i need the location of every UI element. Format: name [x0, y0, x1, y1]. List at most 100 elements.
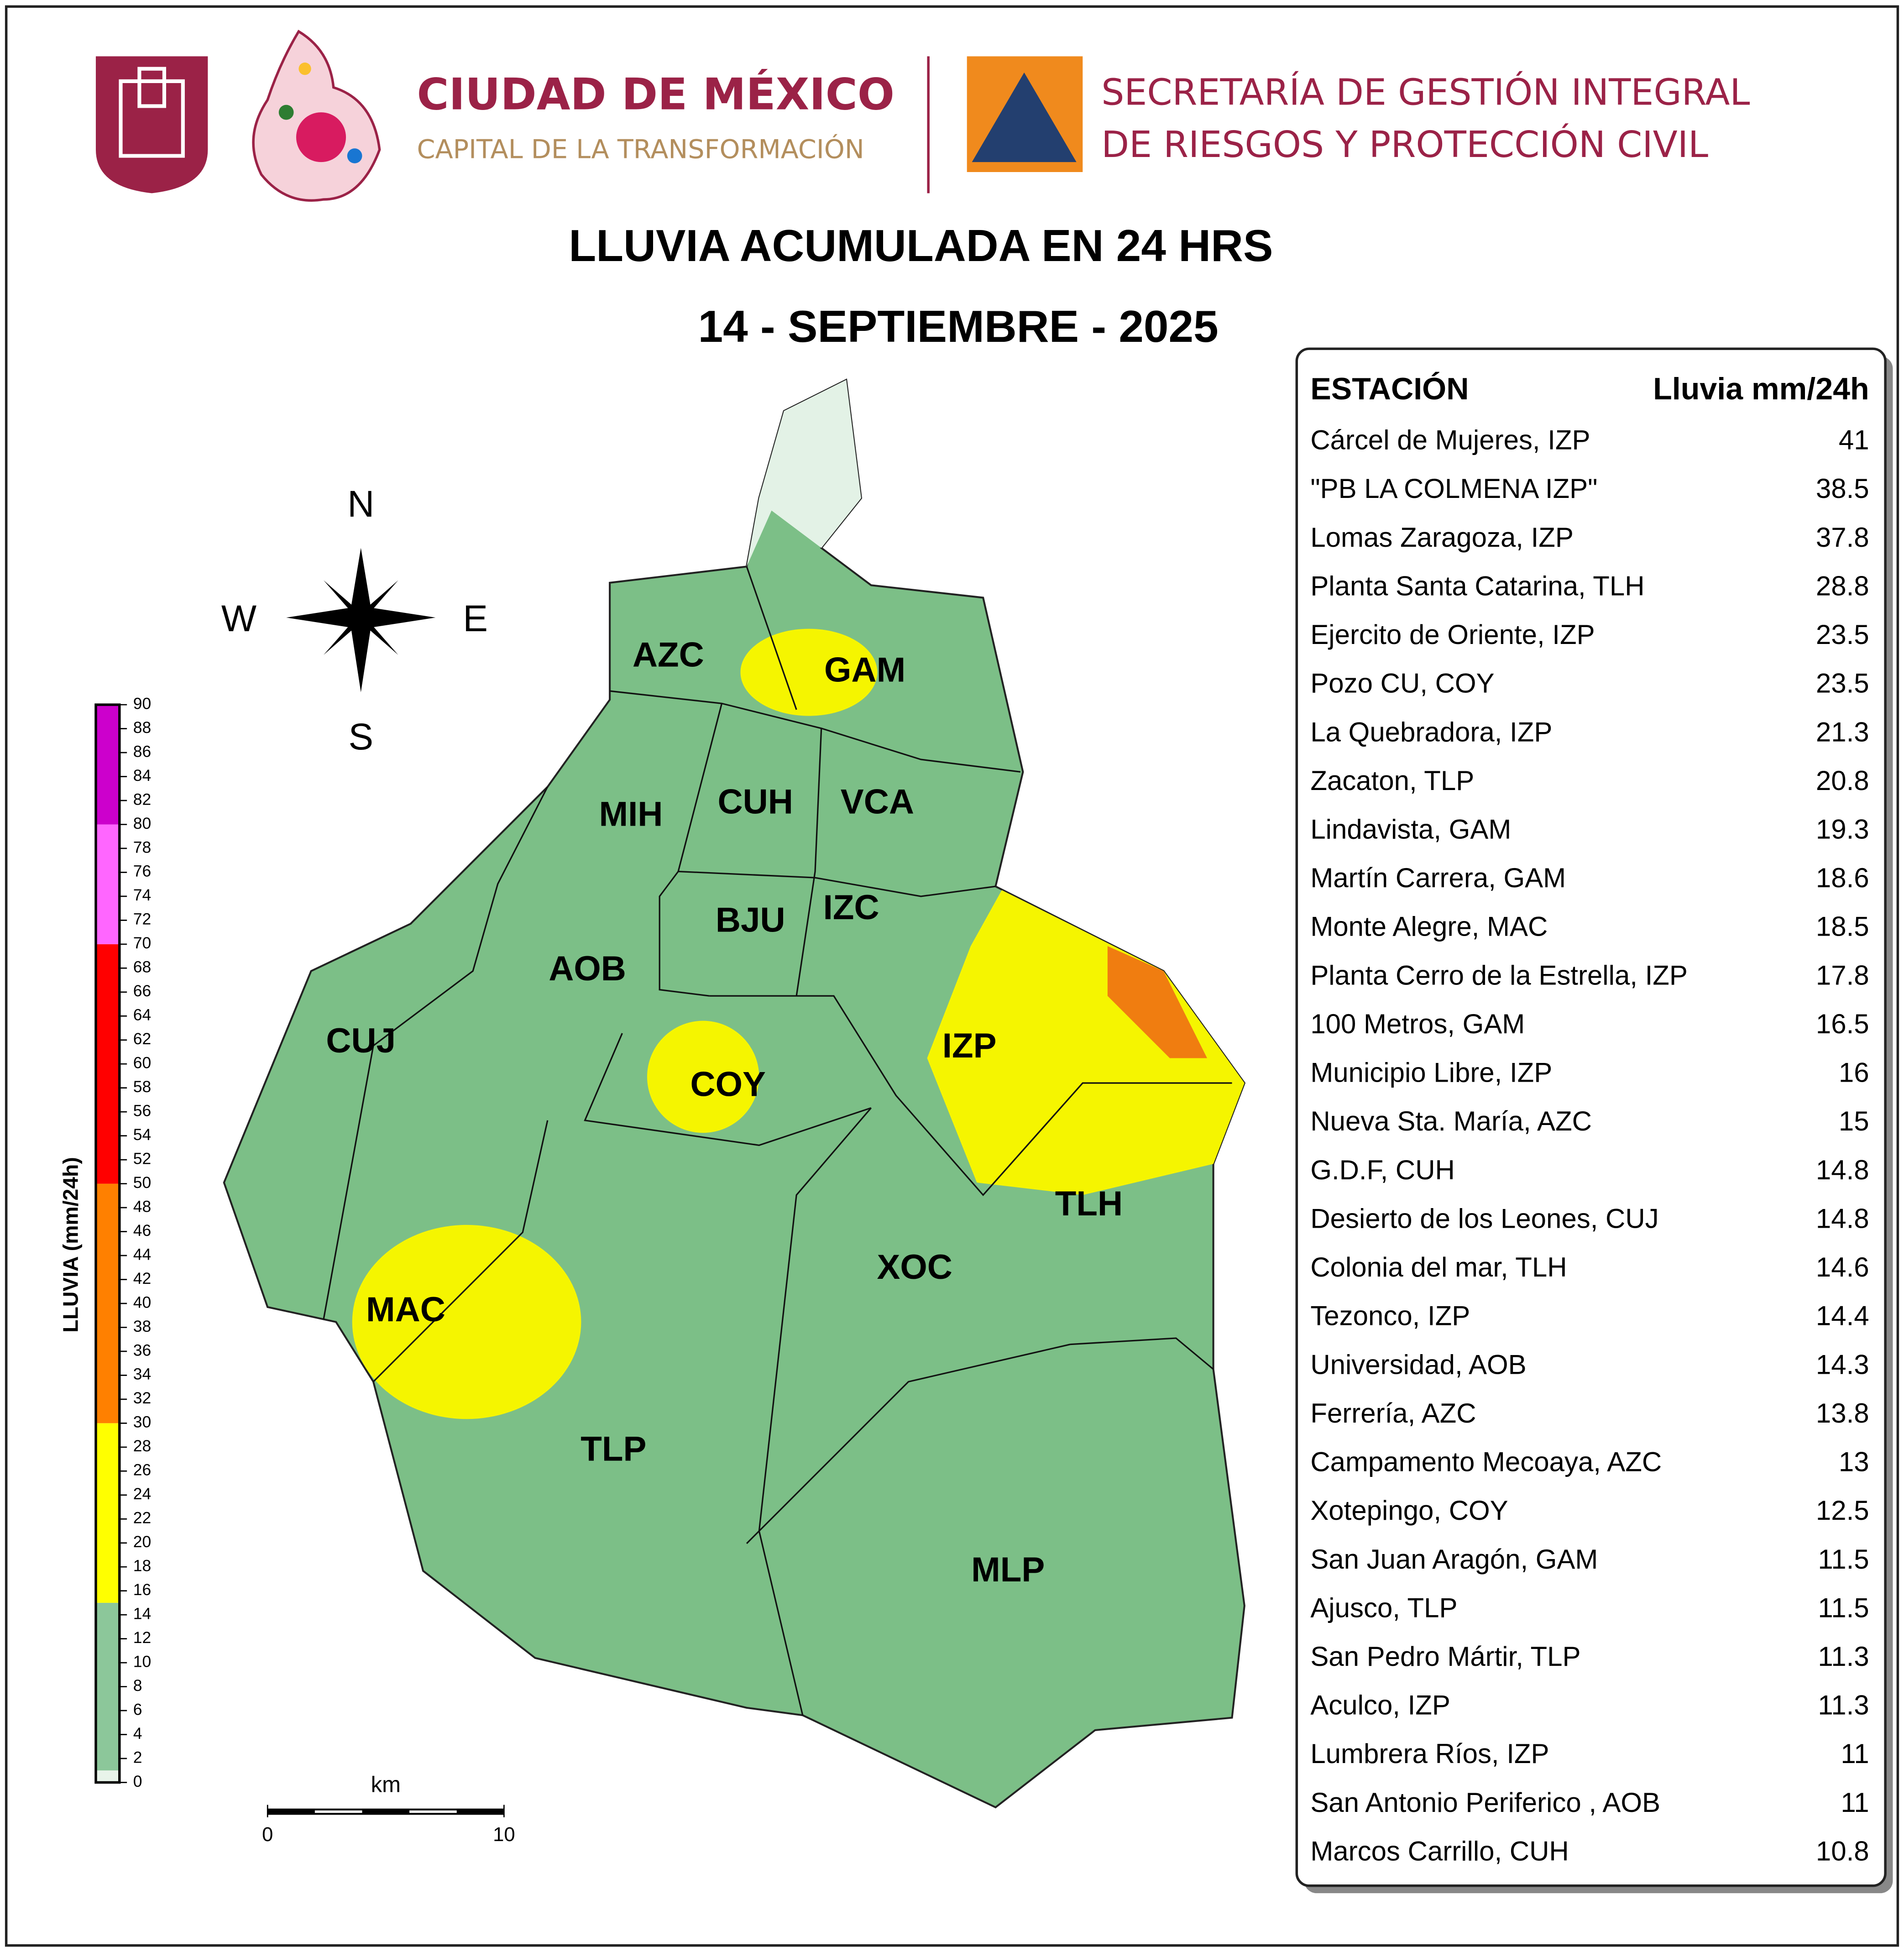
legend-tick-label: 18	[133, 1557, 151, 1575]
color-legend: 0246810121416182022242628303234363840424…	[94, 694, 151, 1790]
station-name: Campamento Mecoaya, AZC	[1310, 1447, 1662, 1477]
legend-band	[95, 944, 120, 1184]
station-value: 16.5	[1816, 1009, 1869, 1039]
legend-tick-label: 54	[133, 1125, 151, 1144]
logo-map	[252, 30, 381, 202]
station-value: 18.6	[1816, 863, 1869, 893]
station-value: 20.8	[1816, 765, 1869, 796]
station-value: 14.8	[1816, 1155, 1869, 1185]
compass-label: E	[463, 598, 488, 639]
compass-label: N	[347, 483, 374, 525]
station-value: 13.8	[1816, 1398, 1869, 1429]
station-value: 14.4	[1816, 1301, 1869, 1331]
legend-tick-label: 74	[133, 886, 151, 904]
borough-label: VCA	[841, 782, 914, 821]
legend-tick-label: 80	[133, 814, 151, 832]
station-name: Ejercito de Oriente, IZP	[1310, 619, 1595, 650]
borough-label: COY	[690, 1065, 765, 1104]
station-name: San Pedro Mártir, TLP	[1310, 1641, 1580, 1672]
scale-bar: 0 10	[262, 1805, 515, 1846]
legend-tick-label: 52	[133, 1149, 151, 1167]
legend-frame	[94, 703, 121, 1784]
station-value: 14.8	[1816, 1203, 1869, 1234]
borough-label: TLH	[1055, 1184, 1123, 1223]
legend-tick-label: 32	[133, 1389, 151, 1407]
legend-tick-label: 72	[133, 910, 151, 928]
station-value: 23.5	[1816, 619, 1869, 650]
borough-label: MLP	[971, 1550, 1045, 1589]
table-header: Lluvia mm/24h	[1653, 372, 1869, 406]
borough-label: BJU	[716, 900, 785, 939]
legend-tick-label: 84	[133, 766, 151, 785]
legend-tick-label: 36	[133, 1341, 151, 1359]
legend-tick-label: 58	[133, 1078, 151, 1096]
station-name: Lomas Zaragoza, IZP	[1310, 522, 1574, 553]
legend-tick-label: 56	[133, 1102, 151, 1120]
station-value: 12.5	[1816, 1495, 1869, 1526]
compass-label: W	[221, 598, 256, 639]
compass-rose	[286, 548, 436, 692]
scale-bar-body	[267, 1808, 504, 1815]
legend-tick-label: 40	[133, 1293, 151, 1311]
station-value: 14.3	[1816, 1349, 1869, 1380]
borough-labels: AZC GAM MIH CUH VCA BJU IZC AOB CUJ IZP COY TLH XOC M…	[326, 636, 1123, 1589]
legend-tick-label: 46	[133, 1221, 151, 1240]
legend-tick-label: 66	[133, 982, 151, 1000]
legend-tick-label: 78	[133, 838, 151, 856]
legend-tick-label: 6	[133, 1700, 142, 1718]
station-value: 23.5	[1816, 668, 1869, 699]
station-name: Cárcel de Mujeres, IZP	[1310, 425, 1590, 455]
legend-tick-label: 88	[133, 718, 151, 737]
borough-label: AOB	[549, 949, 626, 988]
legend-tick-label: 42	[133, 1269, 151, 1287]
borough-label: IZP	[942, 1026, 997, 1065]
scale-bar-segment	[409, 1810, 457, 1813]
station-value: 38.5	[1816, 473, 1869, 504]
logo-protection	[967, 56, 1083, 172]
scale-tick-label: 10	[493, 1824, 515, 1846]
borough-label: MIH	[599, 795, 663, 834]
legend-tick-label: 68	[133, 958, 151, 976]
station-name: Tezonco, IZP	[1310, 1301, 1470, 1331]
station-value: 10.8	[1816, 1836, 1869, 1866]
borough-label: GAM	[824, 650, 905, 689]
legend-tick-label: 48	[133, 1197, 151, 1215]
legend-band	[95, 1423, 120, 1603]
legend-tick-label: 14	[133, 1604, 151, 1622]
station-name: Ajusco, TLP	[1310, 1592, 1457, 1623]
station-value: 17.8	[1816, 960, 1869, 990]
station-value: 13	[1839, 1447, 1869, 1477]
station-name: Planta Cerro de la Estrella, IZP	[1310, 960, 1688, 990]
legend-tick-label: 8	[133, 1676, 142, 1695]
table-rows: Cárcel de Mujeres, IZP 41 "PB LA COLMENA I…	[1310, 425, 1869, 1867]
station-name: Pozo CU, COY	[1310, 668, 1494, 699]
borough-label: TLP	[581, 1429, 646, 1468]
legend-tick-label: 12	[133, 1628, 151, 1647]
station-name: G.D.F, CUH	[1310, 1155, 1455, 1185]
station-value: 28.8	[1816, 570, 1869, 601]
legend-tick-label: 76	[133, 862, 151, 880]
legend-tick-label: 44	[133, 1245, 151, 1263]
legend-tick-label: 28	[133, 1437, 151, 1455]
station-name: Lindavista, GAM	[1310, 814, 1511, 844]
scale-tick-label: 0	[262, 1824, 273, 1846]
legend-tick-label: 86	[133, 742, 151, 760]
city-name: CIUDAD DE MÉXICO	[417, 68, 894, 120]
agency-line: SECRETARÍA DE GESTIÓN INTEGRAL	[1101, 71, 1750, 113]
station-value: 11.5	[1818, 1592, 1869, 1623]
legend-tick-label: 22	[133, 1509, 151, 1527]
legend-tick-label: 20	[133, 1533, 151, 1551]
station-name: Zacaton, TLP	[1310, 765, 1474, 796]
borough-label: XOC	[877, 1248, 952, 1287]
compass-label: S	[348, 716, 373, 758]
table-box	[1295, 347, 1887, 1887]
borough-label: MAC	[366, 1290, 445, 1329]
station-name: Municipio Libre, IZP	[1310, 1057, 1552, 1088]
date: 14 - SEPTIEMBRE - 2025	[698, 301, 1219, 351]
station-value: 11.5	[1818, 1544, 1869, 1575]
station-value: 11.3	[1818, 1690, 1869, 1721]
station-value: 11	[1841, 1787, 1869, 1818]
station-name: 100 Metros, GAM	[1310, 1009, 1525, 1039]
